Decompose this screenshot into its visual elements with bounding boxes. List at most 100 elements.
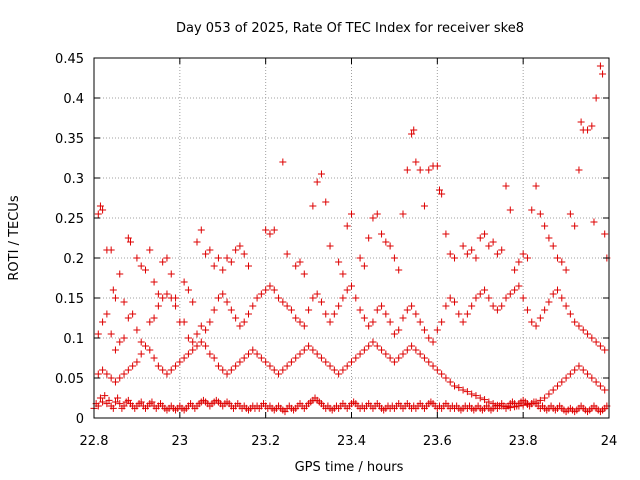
data-point — [146, 318, 154, 326]
data-point — [579, 326, 587, 334]
data-point — [395, 354, 403, 362]
data-point — [159, 366, 167, 374]
data-point — [109, 286, 117, 294]
data-point — [373, 210, 381, 218]
data-point — [236, 358, 244, 366]
y-axis-label: ROTI / TECUs — [7, 195, 22, 280]
data-point — [197, 322, 205, 330]
data-point — [275, 294, 283, 302]
data-point — [137, 398, 145, 406]
data-point — [532, 182, 540, 190]
data-point — [154, 302, 162, 310]
data-point — [459, 386, 467, 394]
data-point — [99, 398, 107, 406]
data-point — [420, 326, 428, 334]
data-point — [343, 286, 351, 294]
data-point — [489, 302, 497, 310]
data-point — [408, 342, 416, 350]
data-point — [309, 202, 317, 210]
data-point — [99, 366, 107, 374]
data-point — [322, 358, 330, 366]
data-point — [390, 254, 398, 262]
data-point — [386, 318, 394, 326]
data-point — [348, 210, 355, 218]
data-point — [571, 222, 579, 230]
data-point — [339, 294, 347, 302]
data-point — [283, 250, 291, 258]
data-point — [227, 258, 235, 266]
data-point — [300, 270, 308, 278]
data-point — [330, 310, 338, 318]
data-point — [116, 338, 124, 346]
data-point — [262, 226, 270, 234]
data-point — [352, 354, 360, 362]
data-point — [515, 258, 523, 266]
data-point — [300, 346, 308, 354]
data-point — [596, 62, 604, 70]
data-point — [180, 354, 188, 362]
data-point — [343, 362, 351, 370]
data-point — [279, 158, 287, 166]
data-point — [240, 250, 248, 258]
data-point — [150, 354, 158, 362]
data-point — [236, 322, 244, 330]
data-point — [197, 338, 205, 346]
data-point — [148, 398, 156, 406]
data-point — [172, 302, 180, 310]
data-point — [577, 118, 585, 126]
data-point — [489, 238, 497, 246]
data-point — [369, 214, 377, 222]
data-point — [446, 378, 454, 386]
data-point — [317, 298, 325, 306]
data-point — [472, 294, 480, 302]
data-point — [253, 294, 261, 302]
data-point — [189, 338, 197, 346]
data-point — [240, 354, 248, 362]
data-point — [163, 290, 171, 298]
data-point — [189, 346, 197, 354]
data-point — [99, 206, 107, 214]
x-axis-label: GPS time / hours — [295, 460, 404, 475]
data-point — [159, 258, 167, 266]
data-point — [270, 286, 278, 294]
data-point — [296, 318, 304, 326]
data-point — [433, 326, 441, 334]
data-point — [588, 374, 596, 382]
data-point — [399, 350, 407, 358]
data-point — [103, 310, 111, 318]
data-point — [137, 338, 145, 346]
data-point — [322, 310, 330, 318]
data-point — [536, 396, 544, 404]
data-point — [523, 254, 531, 262]
data-point — [451, 254, 458, 262]
x-tick-label: 22.8 — [80, 434, 109, 449]
data-point — [184, 334, 192, 342]
data-point — [360, 262, 368, 270]
data-point — [536, 314, 544, 322]
data-point — [382, 310, 390, 318]
axis-ticks: 0 0.05 0.1 0.15 0.2 0.25 0.3 0.35 0.4 0.45 22.8 23 2… — [55, 52, 617, 449]
data-point — [257, 354, 265, 362]
data-point — [313, 290, 321, 298]
data-point — [562, 374, 570, 382]
data-point — [142, 266, 149, 274]
data-point — [352, 294, 360, 302]
data-point — [120, 298, 128, 306]
data-point — [408, 302, 416, 310]
data-point — [124, 366, 132, 374]
data-point — [592, 94, 600, 102]
data-point — [219, 366, 227, 374]
data-point — [159, 294, 167, 302]
data-point — [317, 354, 325, 362]
data-point — [109, 404, 117, 412]
data-point — [114, 394, 122, 402]
data-point — [257, 290, 265, 298]
data-point — [395, 266, 403, 274]
data-point — [399, 314, 407, 322]
data-point — [133, 254, 141, 262]
data-point — [107, 246, 115, 254]
data-point — [172, 362, 180, 370]
data-points — [90, 62, 611, 416]
data-point — [412, 158, 420, 166]
